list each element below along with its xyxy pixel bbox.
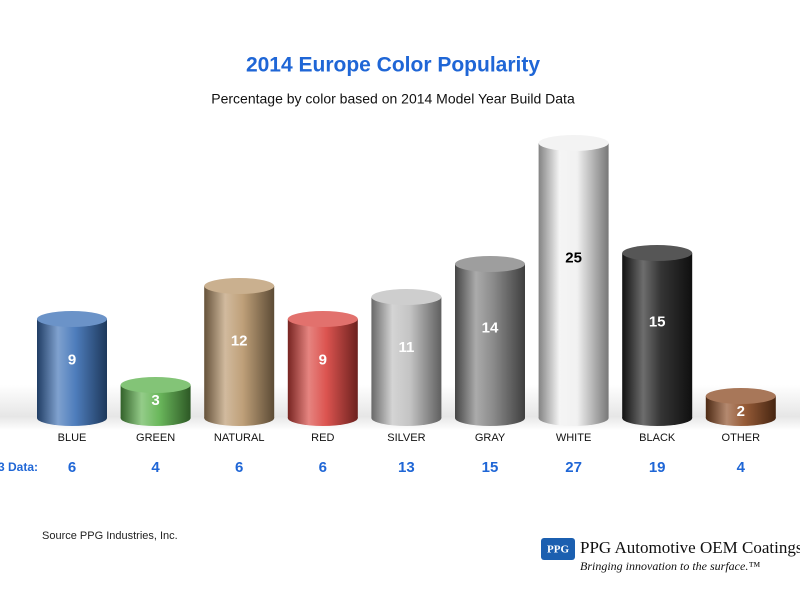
prior-label: 2013 Data: [0, 460, 38, 474]
prior-value: 13 [398, 459, 415, 476]
value-label: 9 [68, 352, 76, 369]
logo-badge [541, 538, 575, 560]
prior-value: 6 [235, 459, 243, 476]
x-tick-label: RED [311, 432, 334, 444]
x-tick-label: WHITE [556, 432, 591, 444]
source: Source PPG Industries, Inc. [42, 530, 178, 542]
value-label: 11 [398, 339, 414, 356]
value-label: 25 [565, 249, 582, 266]
x-tick-label: BLUE [58, 432, 87, 444]
value-label: 3 [151, 392, 159, 409]
value-label: 9 [319, 352, 327, 369]
cylinder [455, 256, 525, 426]
x-tick-label: GREEN [136, 432, 175, 444]
x-tick-label: OTHER [722, 432, 761, 444]
x-tick-label: NATURAL [214, 432, 265, 444]
chart-title: 2014 Europe Color Popularity [246, 54, 540, 77]
cylinder [204, 278, 275, 426]
value-label: 12 [231, 332, 248, 349]
cylinder [371, 289, 442, 426]
logo-tagline: Bringing innovation to the surface.™ [580, 559, 760, 573]
prior-value: 6 [68, 459, 76, 476]
cylinder [622, 245, 693, 426]
x-tick-label: BLACK [639, 432, 676, 444]
cylinder [120, 377, 191, 426]
prior-value: 27 [565, 459, 582, 476]
value-label: 15 [649, 313, 666, 330]
chart-subtitle: Percentage by color based on 2014 Model … [211, 91, 575, 107]
prior-value: 4 [151, 459, 160, 476]
prior-value: 6 [319, 459, 327, 476]
prior-value: 15 [482, 459, 499, 476]
value-label: 14 [482, 320, 499, 337]
logo-name: PPG Automotive OEM Coatings [580, 538, 800, 557]
cylinder [538, 135, 609, 426]
cylinder [705, 388, 776, 426]
logo-mark: PPG [547, 544, 569, 556]
x-tick-label: SILVER [387, 432, 425, 444]
cylinder [37, 311, 107, 426]
prior-value: 4 [737, 459, 746, 476]
prior-value: 19 [649, 459, 666, 476]
cylinder [287, 311, 358, 426]
value-label: 2 [737, 403, 745, 420]
x-tick-label: GRAY [475, 432, 506, 444]
